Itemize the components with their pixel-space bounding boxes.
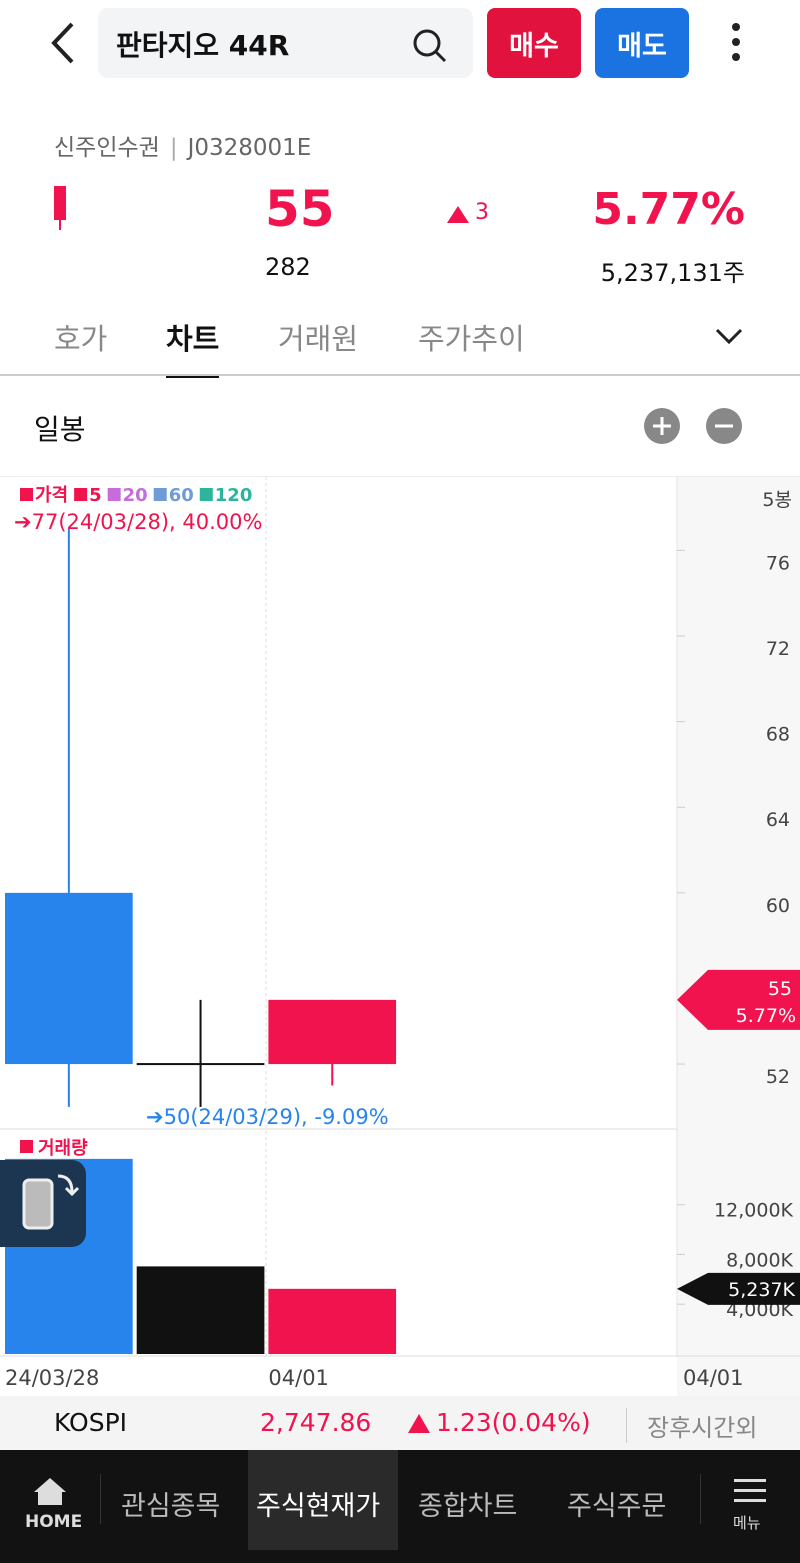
market-status: 장후시간외: [626, 1408, 757, 1443]
change-rate: 5.77%: [592, 184, 745, 235]
candle-body: [268, 999, 397, 1065]
volume: 5,237,131주: [600, 259, 745, 287]
annotation-low: ➔50(24/03/29), -9.09%: [146, 1105, 389, 1129]
up-icon: [447, 206, 469, 223]
stock-code: J0328001E: [187, 135, 312, 161]
divider: [0, 374, 800, 376]
nav-home[interactable]: HOME: [25, 1512, 83, 1532]
back-button[interactable]: [44, 20, 80, 66]
y-tick-label: 64: [766, 809, 790, 831]
nav-item[interactable]: 종합차트: [418, 1491, 518, 1522]
legend-label: 20: [123, 485, 148, 506]
legend-swatch: [153, 488, 167, 501]
y-tick-label: 76: [766, 552, 790, 574]
nav-item[interactable]: 관심종목: [121, 1491, 221, 1522]
rotate-icon: [22, 1174, 80, 1230]
legend-label: 5: [89, 485, 102, 506]
nav-active-bg: [248, 1450, 398, 1550]
axis-panel: [677, 477, 800, 1396]
legend-label: 120: [215, 485, 253, 506]
current-label: 55: [768, 978, 792, 1000]
zoom-buttons[interactable]: [642, 406, 746, 446]
legend-swatch: [107, 488, 121, 501]
more-button[interactable]: [726, 22, 746, 68]
search-box[interactable]: 판타지오 44R: [98, 8, 473, 78]
legend-swatch: [20, 488, 33, 501]
stock-kind: 신주인수권: [54, 135, 160, 161]
market-bar: KOSPI 2,747.86 1.23(0.04%) 장후시간외: [0, 1396, 800, 1450]
buy-button[interactable]: 매수: [487, 8, 581, 78]
divider: [0, 476, 800, 477]
y-tick-label: 52: [766, 1066, 790, 1088]
current-label: 5.77%: [736, 1005, 796, 1027]
up-icon: [408, 1414, 430, 1433]
axis-date: 04/01: [683, 1366, 744, 1390]
market-value: 2,747.86: [260, 1408, 372, 1437]
chart-period: 일봉: [34, 413, 86, 446]
market-change: 1.23(0.04%): [436, 1408, 591, 1437]
nav-item[interactable]: 주식주문: [567, 1491, 667, 1522]
candle-body: [136, 1063, 265, 1066]
tab-active[interactable]: 차트: [166, 316, 220, 378]
volume-bar: [136, 1266, 265, 1354]
market-name: KOSPI: [54, 1408, 128, 1437]
annotation-high: ➔77(24/03/28), 40.00%: [14, 510, 262, 534]
sell-button[interactable]: 매도: [595, 8, 689, 78]
legend-swatch: [74, 488, 88, 501]
search-icon: [413, 29, 447, 63]
y-tick-label: 60: [766, 895, 790, 917]
legend-label: 60: [169, 485, 194, 506]
current-marker: [677, 1272, 800, 1305]
x-tick-label: 24/03/28: [5, 1366, 99, 1390]
nav-menu[interactable]: 메뉴: [733, 1514, 761, 1532]
candle-body: [5, 892, 133, 1065]
current-label: 5,237K: [728, 1279, 795, 1301]
y-tick-label: 12,000K: [714, 1200, 793, 1222]
legend-swatch: [199, 488, 213, 501]
current-marker: [677, 969, 800, 1030]
legend-swatch: [20, 1140, 33, 1153]
volume-bar: [268, 1288, 397, 1354]
price-change: 3: [475, 200, 489, 225]
mini-candle: [54, 186, 66, 230]
menu-icon: [734, 1479, 766, 1502]
sub-value: 282: [265, 253, 311, 281]
y-tick-label: 72: [766, 638, 790, 660]
tab[interactable]: 호가: [54, 322, 108, 356]
bottom-nav: HOME 관심종목 주식현재가 종합차트 주식주문 메뉴: [0, 1450, 800, 1563]
tab[interactable]: 주가추이: [418, 322, 525, 356]
stock-meta: 신주인수권 | J0328001E: [54, 135, 312, 161]
axis-unit: 5봉: [762, 489, 792, 511]
tab[interactable]: 거래원: [278, 322, 359, 356]
home-icon: [34, 1478, 66, 1505]
nav-item-active[interactable]: 주식현재가: [256, 1491, 381, 1522]
legend-label: 거래량: [38, 1138, 88, 1159]
tab-expand[interactable]: [714, 326, 744, 346]
price: 55: [265, 180, 335, 238]
x-tick-label: 04/01: [268, 1366, 329, 1390]
stock-name: 판타지오 44R: [116, 29, 290, 62]
market-rate: (0.04%): [491, 1408, 591, 1437]
chart: 5봉 52 60 64 68 72 76 가격 5 20 60 120 ➔77(24/03/28), …: [0, 477, 800, 1396]
rotate-button[interactable]: [0, 1160, 86, 1247]
y-tick-label: 68: [766, 724, 790, 746]
y-tick-label: 8,000K: [726, 1249, 793, 1271]
market-change-value: 1.23: [436, 1408, 492, 1437]
legend-label: 가격: [35, 485, 68, 506]
